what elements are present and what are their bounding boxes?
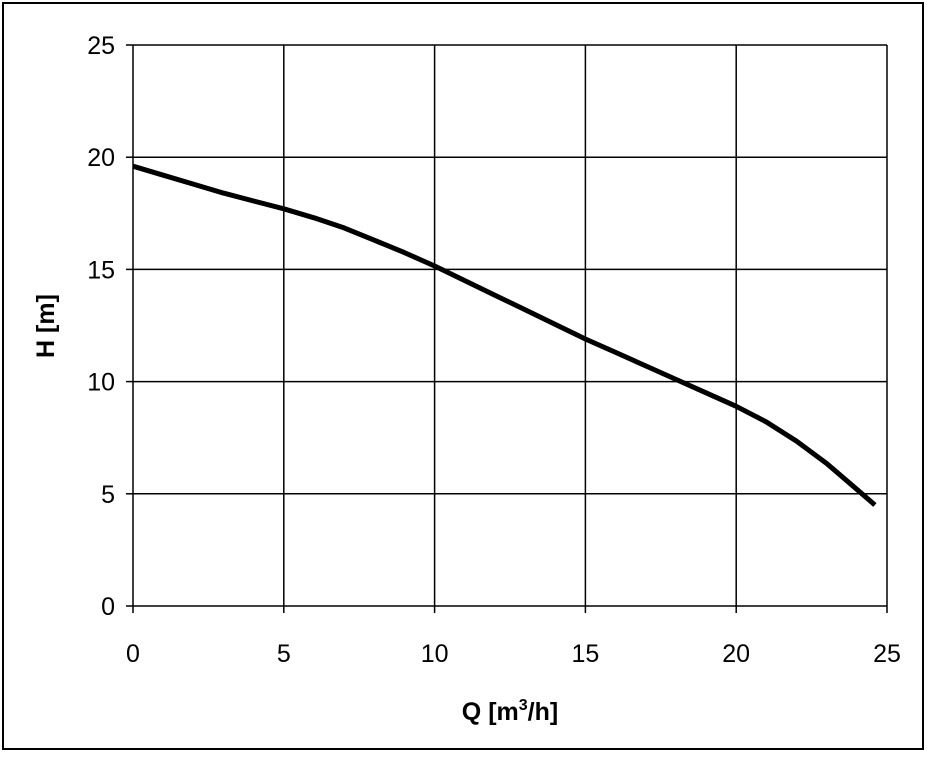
plot-area-border [132,45,887,607]
axis-ticks [126,44,888,613]
y-tick-label-5: 5 [101,481,115,509]
y-tick-label-20: 20 [87,144,115,172]
series-layer [132,163,877,507]
x-tick-label-20: 20 [722,640,750,668]
x-tick-label-15: 15 [571,640,599,668]
x-axis-title: Q [m3/h] [462,697,558,726]
series-line-0 [132,163,877,507]
y-axis-title: H [m] [32,294,60,358]
x-tick-label-25: 25 [873,640,901,668]
y-tick-label-15: 15 [87,256,115,284]
y-tick-label-10: 10 [87,369,115,397]
x-tick-label-10: 10 [421,640,449,668]
x-tick-label-5: 5 [277,640,291,668]
x-tick-label-0: 0 [126,640,140,668]
grid-lines [133,44,888,606]
tick-labels: 0 5 10 15 20 25 0 5 10 15 20 25 [87,32,901,668]
y-tick-label-0: 0 [101,593,115,621]
chart-frame [2,2,924,750]
y-tick-label-25: 25 [87,32,115,60]
